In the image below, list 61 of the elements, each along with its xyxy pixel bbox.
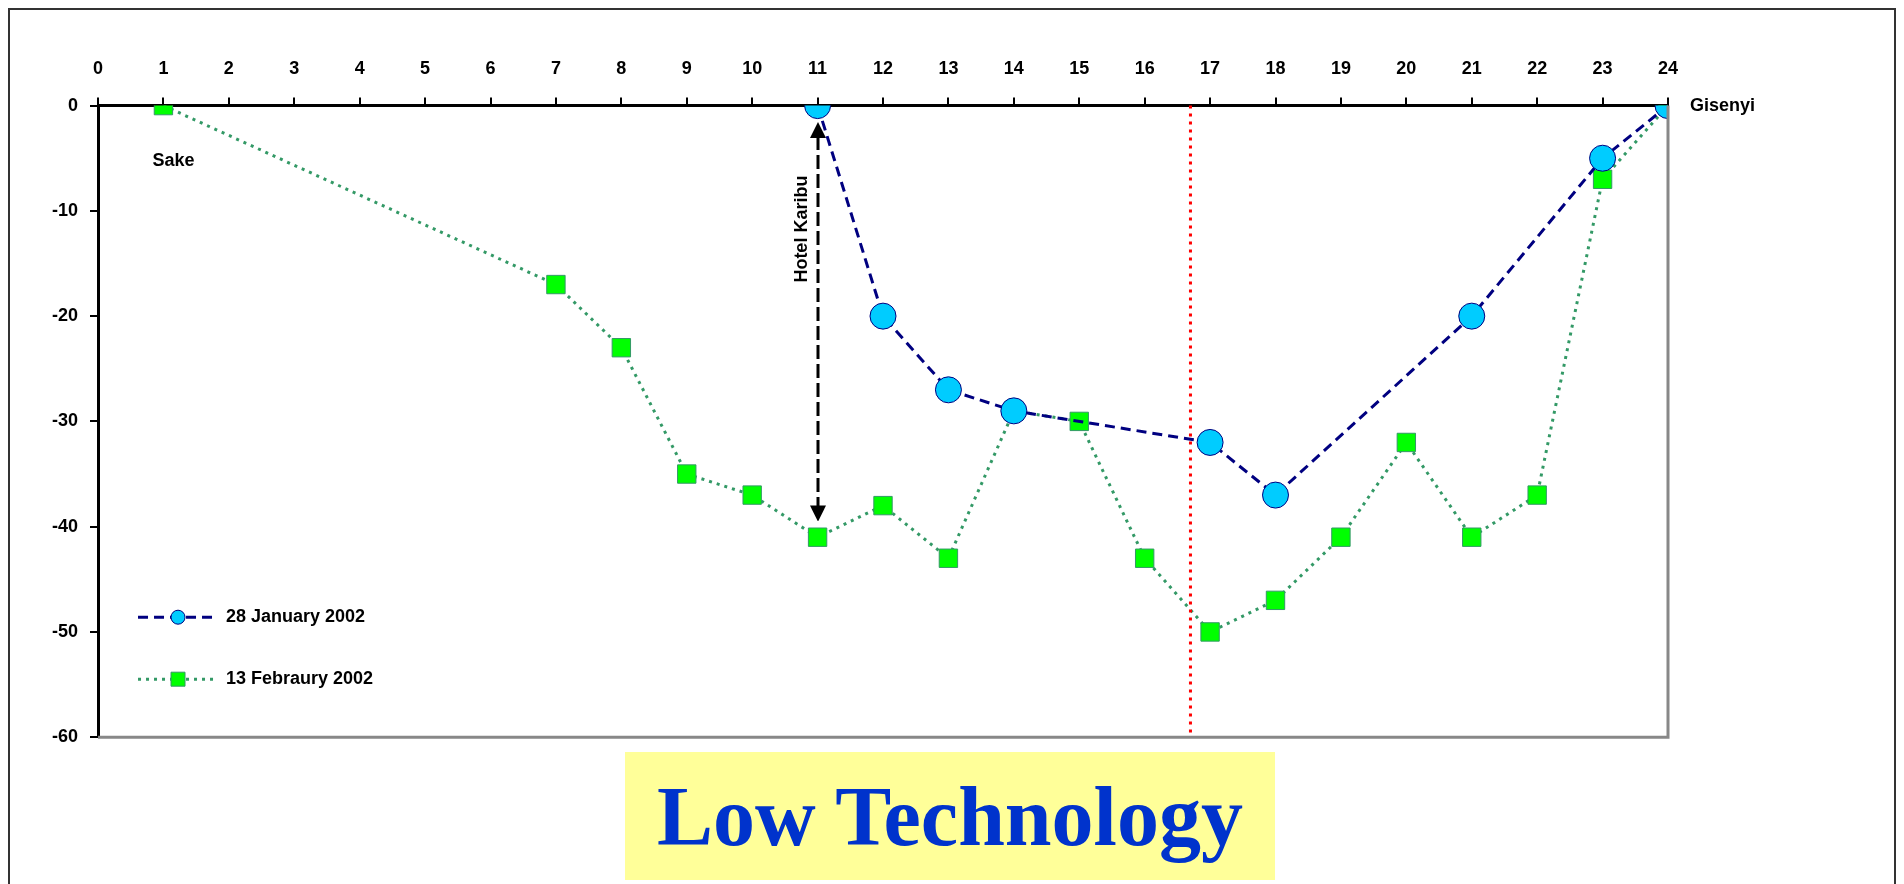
point	[1589, 144, 1617, 172]
x-tick-label: 13	[938, 57, 959, 78]
x-tick-label: 6	[485, 57, 496, 78]
x-tick-label: 19	[1330, 57, 1351, 78]
point	[807, 527, 828, 547]
point	[611, 338, 632, 358]
x-tick-label: 14	[1003, 57, 1024, 78]
x-tick-label: 2	[223, 57, 234, 78]
point	[873, 495, 893, 516]
point	[1527, 485, 1547, 505]
x-tick-label: 24	[1657, 57, 1679, 78]
text: Low Technology	[625, 752, 1275, 880]
x-tick-label: 5	[420, 57, 431, 78]
x-tick-label: 22	[1527, 57, 1548, 78]
annotation: Sake	[152, 149, 195, 170]
x-tick-label: 9	[681, 57, 692, 78]
y-tick-label: 0	[68, 94, 79, 115]
point	[1331, 527, 1351, 547]
x-tick-label: 4	[354, 57, 365, 78]
x-tick-label: 11	[808, 57, 828, 78]
point	[938, 548, 959, 568]
point	[677, 464, 697, 484]
y-tick-label: -50	[52, 620, 79, 641]
point	[1134, 548, 1155, 568]
x-tick-label: 23	[1592, 57, 1613, 78]
legend-label: 13 Febraury 2002	[226, 668, 374, 689]
point	[1069, 411, 1089, 432]
y-tick-label: -30	[52, 410, 79, 431]
x-tick-label: 8	[616, 57, 627, 78]
point	[1265, 590, 1286, 611]
point	[1262, 481, 1289, 509]
x-tick-label: 7	[550, 57, 561, 78]
x-tick-label: 3	[289, 57, 300, 78]
annotation: Gisenyi	[1690, 94, 1756, 115]
x-tick-label: 21	[1461, 57, 1482, 78]
x-tick-label: 1	[158, 57, 169, 78]
y-tick-label: -40	[52, 515, 79, 536]
point	[1396, 432, 1417, 453]
point	[1000, 397, 1028, 425]
point	[1196, 428, 1224, 456]
x-tick-label: 15	[1069, 57, 1090, 78]
legend-label: 28 January 2002	[226, 606, 366, 627]
y-tick-label: -20	[52, 305, 79, 326]
x-tick-label: 12	[872, 57, 894, 78]
point	[869, 302, 897, 330]
point	[1458, 302, 1486, 330]
point	[934, 376, 962, 404]
y-tick-label: -10	[52, 199, 79, 220]
x-tick-label: 10	[742, 57, 763, 78]
y-tick-label: -60	[52, 726, 79, 747]
x-tick-label: 16	[1134, 57, 1155, 78]
annotation: Hotel Karibu	[790, 175, 811, 283]
point	[742, 485, 762, 505]
x-tick-label: 0	[93, 57, 104, 78]
x-tick-label: 17	[1200, 57, 1221, 78]
point	[1200, 622, 1220, 642]
point	[546, 274, 566, 295]
x-tick-label: 20	[1396, 57, 1417, 78]
point	[1592, 169, 1613, 189]
x-tick-label: 18	[1265, 57, 1286, 78]
point	[1462, 527, 1482, 547]
